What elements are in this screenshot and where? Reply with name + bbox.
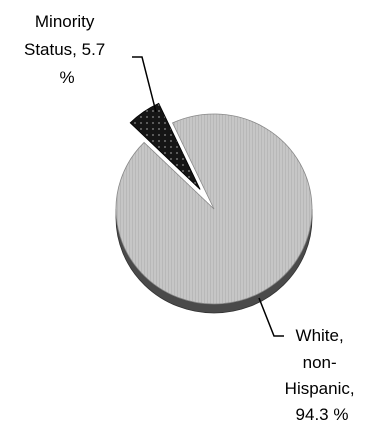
white-label-line-4: 94.3 % [296, 405, 349, 423]
minority-label-line-3: % [59, 68, 74, 87]
white-leader-line [258, 297, 284, 337]
white-label-line-2: non- [303, 353, 337, 372]
minority-leader-line [132, 56, 157, 113]
white-label: White, non- Hispanic, 94.3 % [285, 326, 360, 423]
pie-slices [115, 102, 313, 314]
minority-label-line-2: Status, 5.7 [24, 40, 105, 59]
minority-label: Minority Status, 5.7 % [24, 12, 110, 87]
white-label-line-3: Hispanic, [285, 379, 355, 398]
white-label-line-1: White, [296, 326, 344, 345]
minority-label-line-1: Minority [35, 12, 95, 31]
pie-slice-minority-status [129, 102, 201, 190]
pie-slice-white-non-hispanic [115, 113, 313, 305]
